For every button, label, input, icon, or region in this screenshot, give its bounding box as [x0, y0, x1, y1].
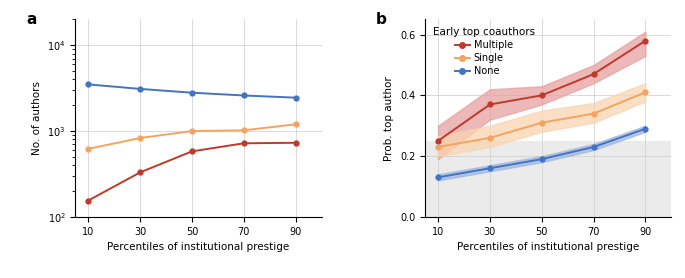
Legend: Multiple, Single, None: Multiple, Single, None — [430, 24, 538, 79]
Y-axis label: Prob. top author: Prob. top author — [384, 76, 395, 160]
X-axis label: Percentiles of institutional prestige: Percentiles of institutional prestige — [108, 242, 290, 252]
Text: a: a — [26, 12, 36, 27]
Bar — [425, 19, 671, 141]
X-axis label: Percentiles of institutional prestige: Percentiles of institutional prestige — [457, 242, 639, 252]
Text: b: b — [376, 12, 386, 27]
Y-axis label: No. of authors: No. of authors — [32, 81, 42, 155]
